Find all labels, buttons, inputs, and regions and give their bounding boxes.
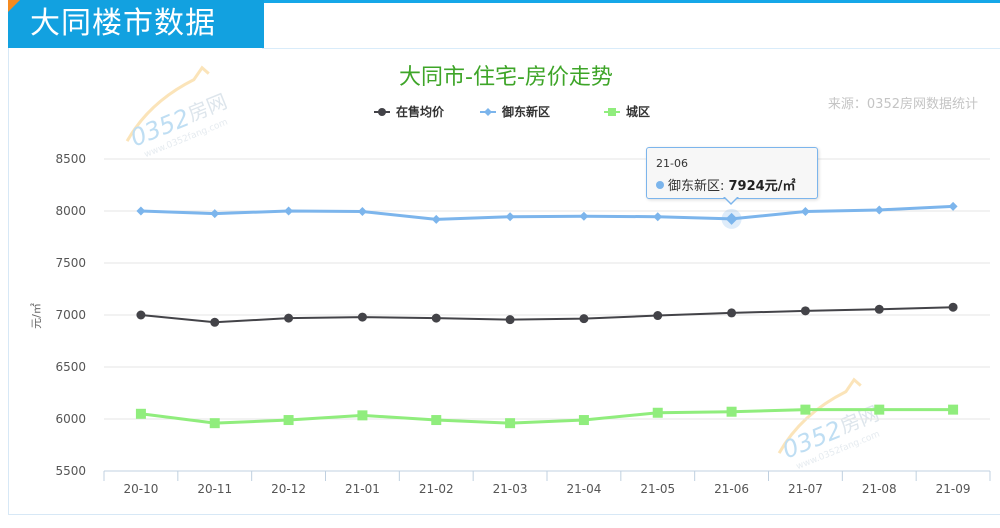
chart-title: 大同市-住宅-房价走势 — [399, 65, 613, 90]
y-axis-label: 元/㎡ — [30, 303, 43, 329]
data-point-square-icon[interactable] — [357, 410, 368, 421]
data-point-circle-icon[interactable] — [431, 313, 441, 323]
data-point-circle-icon[interactable] — [800, 306, 810, 316]
series-line — [140, 204, 954, 221]
x-tick-label: 21-08 — [862, 482, 897, 496]
data-point-circle-icon[interactable] — [579, 314, 589, 324]
series-line — [140, 408, 954, 425]
legend-square-icon — [608, 108, 616, 116]
data-point-square-icon[interactable] — [135, 408, 146, 419]
tooltip-value: 7924元/㎡ — [728, 179, 796, 194]
series-1[interactable] — [136, 201, 958, 229]
banner — [8, 0, 264, 48]
legend-item[interactable]: 御东新区 — [480, 104, 550, 119]
data-point-square-icon[interactable] — [874, 404, 885, 415]
data-point-square-icon[interactable] — [283, 415, 294, 426]
data-point-circle-icon[interactable] — [357, 312, 367, 322]
data-point-circle-icon[interactable] — [505, 315, 515, 325]
data-point-square-icon[interactable] — [800, 404, 811, 415]
tooltip-series-name: 御东新区: — [668, 179, 729, 194]
data-point-square-icon[interactable] — [726, 406, 737, 417]
data-point-diamond-icon[interactable] — [579, 211, 589, 221]
x-tick-label: 21-05 — [640, 482, 675, 496]
x-tick-label: 21-02 — [419, 482, 454, 496]
legend-label: 在售均价 — [396, 104, 445, 119]
data-point-diamond-icon[interactable] — [431, 214, 441, 224]
data-point-square-icon[interactable] — [209, 418, 220, 429]
data-point-diamond-icon[interactable] — [653, 212, 663, 222]
data-point-square-icon[interactable] — [948, 404, 959, 415]
data-point-diamond-icon[interactable] — [874, 205, 884, 215]
y-tick-label: 8000 — [55, 204, 86, 218]
legend-item[interactable]: 在售均价 — [374, 104, 445, 119]
x-tick-label: 21-04 — [566, 482, 601, 496]
series-0[interactable] — [136, 302, 958, 327]
data-point-diamond-icon[interactable] — [725, 212, 738, 225]
y-tick-label: 8500 — [55, 152, 86, 166]
data-point-circle-icon[interactable] — [948, 302, 958, 312]
header-top-border — [262, 0, 1000, 3]
y-tick-label: 7000 — [55, 308, 86, 322]
legend-diamond-icon — [484, 108, 492, 116]
x-tick-label: 20-12 — [271, 482, 306, 496]
tooltip-row: 御东新区: 7924元/㎡ — [656, 175, 795, 194]
x-tick-label: 21-07 — [788, 482, 823, 496]
banner-title: 大同楼市数据 — [30, 6, 216, 41]
data-point-square-icon[interactable] — [505, 418, 516, 429]
data-point-diamond-icon[interactable] — [357, 207, 367, 217]
tooltip-arrow-fill — [724, 196, 738, 203]
data-point-diamond-icon[interactable] — [284, 206, 294, 216]
chart-tooltip: 21-06 御东新区: 7924元/㎡ — [646, 147, 818, 199]
series-line — [140, 306, 954, 324]
x-tick-label: 21-09 — [936, 482, 971, 496]
y-tick-label: 7500 — [55, 256, 86, 270]
data-point-diamond-icon[interactable] — [800, 207, 810, 217]
data-point-circle-icon[interactable] — [653, 311, 663, 321]
x-tick-label: 20-11 — [197, 482, 232, 496]
x-tick-label: 21-06 — [714, 482, 749, 496]
header-bottom-border — [262, 48, 1000, 49]
tooltip-date: 21-06 — [656, 157, 688, 170]
y-tick-label: 6000 — [55, 412, 86, 426]
data-point-square-icon[interactable] — [652, 407, 663, 418]
data-point-circle-icon[interactable] — [136, 310, 146, 320]
legend-item[interactable]: 城区 — [604, 104, 650, 119]
data-point-square-icon[interactable] — [578, 415, 589, 426]
banner-corner-accent — [8, 0, 20, 12]
legend-label: 城区 — [626, 104, 650, 119]
y-tick-label: 5500 — [55, 464, 86, 478]
x-tick-label: 21-03 — [493, 482, 528, 496]
data-point-diamond-icon[interactable] — [948, 201, 958, 211]
tooltip-series-dot-icon — [656, 181, 664, 189]
data-point-diamond-icon[interactable] — [136, 206, 146, 216]
y-tick-label: 6500 — [55, 360, 86, 374]
panel-frame — [8, 0, 1000, 515]
legend-circle-icon — [378, 108, 386, 116]
series-2[interactable] — [135, 404, 959, 429]
data-point-square-icon[interactable] — [431, 415, 442, 426]
data-point-circle-icon[interactable] — [284, 313, 294, 323]
data-point-circle-icon[interactable] — [874, 304, 884, 314]
data-point-diamond-icon[interactable] — [210, 209, 220, 219]
x-tick-label: 20-10 — [123, 482, 158, 496]
data-point-circle-icon[interactable] — [210, 317, 220, 327]
data-point-diamond-icon[interactable] — [505, 212, 515, 222]
data-point-circle-icon[interactable] — [727, 308, 737, 318]
legend-label: 御东新区 — [501, 104, 550, 119]
source-note: 来源：0352房网数据统计 — [828, 96, 978, 112]
x-tick-label: 21-01 — [345, 482, 380, 496]
